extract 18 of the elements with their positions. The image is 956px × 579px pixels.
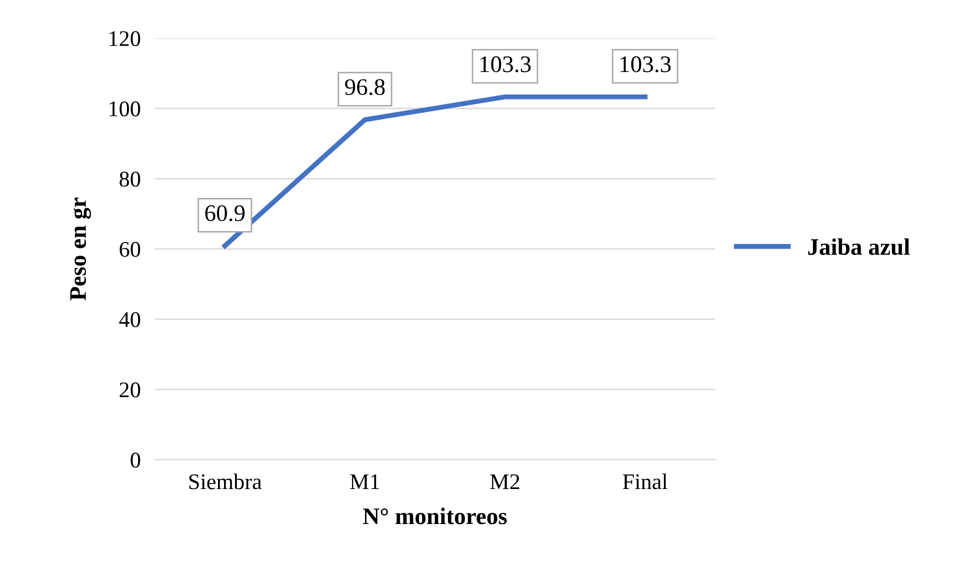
x-tick-label: Siembra bbox=[189, 474, 262, 490]
x-axis-title: N° monitoreos bbox=[363, 508, 507, 524]
x-tick-label: Final bbox=[622, 474, 668, 490]
data-label: 103.3 bbox=[620, 56, 671, 72]
y-tick-label: 0 bbox=[130, 452, 140, 468]
legend-label: Jaiba azul bbox=[808, 238, 910, 256]
y-tick-label: 100 bbox=[110, 101, 140, 116]
y-axis-title: Peso en gr bbox=[70, 198, 91, 300]
y-tick-label: 40 bbox=[119, 312, 140, 328]
y-tick-label: 60 bbox=[120, 242, 140, 257]
data-label: 96.8 bbox=[345, 79, 385, 96]
x-tick-label: M2 bbox=[490, 474, 520, 490]
y-tick-label: 120 bbox=[110, 31, 140, 46]
y-tick-label: 20 bbox=[120, 382, 140, 398]
x-tick-label: M1 bbox=[350, 474, 380, 490]
data-label: 60.9 bbox=[205, 205, 245, 222]
data-label: 103.3 bbox=[480, 56, 531, 72]
y-tick-label: 80 bbox=[120, 172, 140, 187]
